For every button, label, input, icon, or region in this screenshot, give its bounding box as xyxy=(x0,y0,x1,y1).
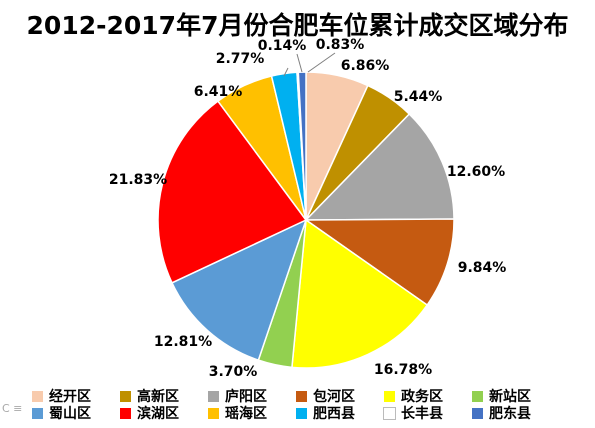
data-label-9: 6.41% xyxy=(194,84,243,100)
data-label-8: 21.83% xyxy=(109,172,167,188)
chart-title: 2012-2017年7月份合肥车位累计成交区域分布 xyxy=(26,11,569,40)
data-label-12: 0.83% xyxy=(316,37,365,53)
data-label-3: 12.60% xyxy=(447,164,505,180)
data-label-11: 0.14% xyxy=(258,38,307,54)
data-label-5: 16.78% xyxy=(374,362,432,378)
pie-slice-3 xyxy=(304,112,455,221)
pie-slice-5 xyxy=(291,218,429,369)
data-label-7: 12.81% xyxy=(154,334,212,350)
pie-slice-8 xyxy=(157,100,308,284)
data-label-1: 6.86% xyxy=(341,58,390,74)
data-label-4: 9.84% xyxy=(458,260,507,276)
leader-line-10 xyxy=(283,67,289,77)
leader-line-11 xyxy=(296,53,303,73)
pie-slice-4 xyxy=(303,218,455,307)
leader-line-12 xyxy=(307,52,336,73)
pie-slice-7 xyxy=(170,218,308,362)
watermark: C ≡ xyxy=(2,402,23,415)
data-label-6: 3.70% xyxy=(209,364,258,380)
data-label-10: 2.77% xyxy=(216,51,265,67)
data-label-2: 5.44% xyxy=(394,89,443,105)
pie-slice-12 xyxy=(297,71,307,221)
